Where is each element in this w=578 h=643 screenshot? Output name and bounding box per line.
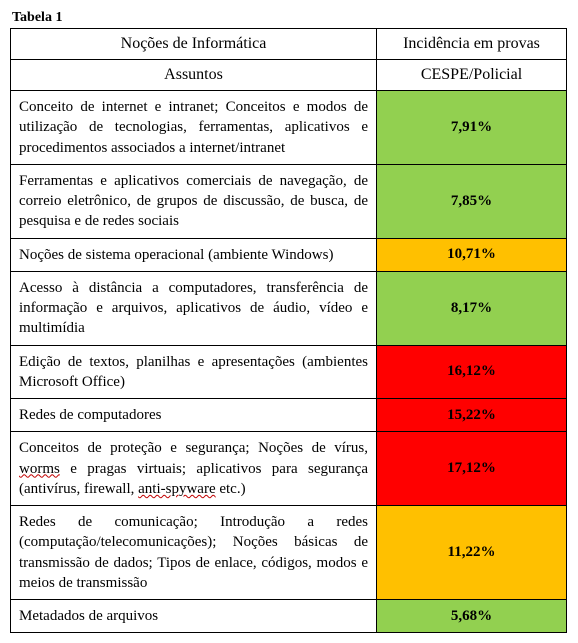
value-cell: 17,12% <box>377 432 567 506</box>
subject-cell: Noções de sistema operacional (ambiente … <box>11 238 377 271</box>
subject-cell: Redes de comunicação; Introdução a redes… <box>11 506 377 600</box>
table-row: Redes de comunicação; Introdução a redes… <box>11 506 567 600</box>
informatics-table: Noções de Informática Incidência em prov… <box>10 28 567 633</box>
subject-cell: Redes de computadores <box>11 399 377 432</box>
table-row: Conceitos de proteção e segurança; Noçõe… <box>11 432 567 506</box>
subject-cell: Conceito de internet e intranet; Conceit… <box>11 91 377 165</box>
table-row: Ferramentas e aplicativos comerciais de … <box>11 164 567 238</box>
subject-cell: Conceitos de proteção e segurança; Noçõe… <box>11 432 377 506</box>
table-row: Edição de textos, planilhas e apresentaç… <box>11 345 567 399</box>
header-col2-sub: CESPE/Policial <box>377 60 567 91</box>
table-row: Metadados de arquivos5,68% <box>11 600 567 633</box>
value-cell: 5,68% <box>377 600 567 633</box>
value-cell: 10,71% <box>377 238 567 271</box>
header-row-sub: Assuntos CESPE/Policial <box>11 60 567 91</box>
value-cell: 8,17% <box>377 271 567 345</box>
subject-cell: Edição de textos, planilhas e apresentaç… <box>11 345 377 399</box>
value-cell: 7,85% <box>377 164 567 238</box>
table-caption: Tabela 1 <box>12 10 568 26</box>
value-cell: 7,91% <box>377 91 567 165</box>
table-row: Noções de sistema operacional (ambiente … <box>11 238 567 271</box>
table-row: Redes de computadores15,22% <box>11 399 567 432</box>
subject-cell: Acesso à distância a computadores, trans… <box>11 271 377 345</box>
subject-cell: Ferramentas e aplicativos comerciais de … <box>11 164 377 238</box>
value-cell: 11,22% <box>377 506 567 600</box>
table-row: Conceito de internet e intranet; Conceit… <box>11 91 567 165</box>
table-row: Acesso à distância a computadores, trans… <box>11 271 567 345</box>
header-col1-sub: Assuntos <box>11 60 377 91</box>
value-cell: 16,12% <box>377 345 567 399</box>
value-cell: 15,22% <box>377 399 567 432</box>
subject-cell: Metadados de arquivos <box>11 600 377 633</box>
header-col1-top: Noções de Informática <box>11 29 377 60</box>
header-row-top: Noções de Informática Incidência em prov… <box>11 29 567 60</box>
header-col2-top: Incidência em provas <box>377 29 567 60</box>
